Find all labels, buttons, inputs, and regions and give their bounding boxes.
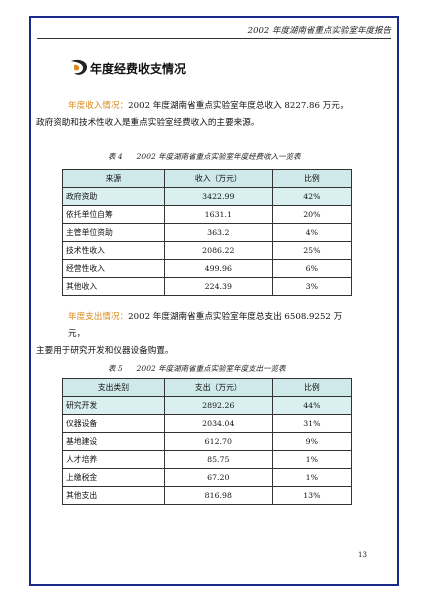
income-line-1: 2002 年度湖南省重点实验室年度总收入 8227.86 万元，: [128, 101, 349, 111]
table-cell: 技术性收入: [62, 241, 165, 260]
expense-lead: 年度支出情况：: [68, 312, 129, 322]
table-header-cell: 比例: [271, 169, 353, 188]
table-cell: 612.70: [163, 432, 273, 451]
table-cell: 13%: [271, 486, 353, 505]
table-cell: 816.98: [163, 486, 273, 505]
table-cell: 20%: [271, 205, 353, 224]
expense-table: 支出类别 支出（万元） 比例 研究开发 2892.26 44% 仪器设备 203…: [62, 378, 353, 505]
table-header-cell: 收入（万元）: [163, 169, 273, 188]
table-cell: 9%: [271, 432, 353, 451]
table-cell: 主管单位资助: [62, 223, 165, 242]
table-cell: 6%: [271, 259, 353, 278]
table-cell: 经营性收入: [62, 259, 165, 278]
table-row: 主管单位资助 363.2 4%: [62, 223, 353, 242]
table-row: 政府资助 3422.99 42%: [62, 187, 353, 206]
table-cell: 1%: [271, 468, 353, 487]
section-heading: 年度经费收支情况: [68, 58, 186, 78]
table-row: 其他收入 224.39 3%: [62, 277, 353, 296]
table-cell: 31%: [271, 414, 353, 433]
table-header-row: 来源 收入（万元） 比例: [62, 169, 353, 188]
table-row: 其他支出 816.98 13%: [62, 486, 353, 505]
page-number: 13: [358, 551, 367, 559]
table-cell: 3422.99: [163, 187, 273, 206]
table-cell: 上缴税金: [62, 468, 165, 487]
table5-caption: 表 5 2002 年度湖南省重点实验室年度支出一览表: [108, 363, 286, 374]
table-cell: 4%: [271, 223, 353, 242]
table4-caption-number: 表 4: [108, 152, 123, 161]
table-cell: 其他支出: [62, 486, 165, 505]
income-line-2: 政府资助和技术性收入是重点实验室经费收入的主要来源。: [36, 118, 260, 128]
table-cell: 依托单位自筹: [62, 205, 165, 224]
table-header-cell: 支出（万元）: [163, 378, 273, 397]
income-lead: 年度收入情况：: [68, 101, 129, 111]
table-header-cell: 来源: [62, 169, 165, 188]
table-row: 经营性收入 499.96 6%: [62, 259, 353, 278]
table-cell: 仪器设备: [62, 414, 165, 433]
section-title: 年度经费收支情况: [90, 61, 187, 76]
table-cell: 67.20: [163, 468, 273, 487]
expense-paragraph: 年度支出情况：2002 年度湖南省重点实验室年度总支出 6508.9252 万元…: [36, 309, 352, 360]
table4-caption: 表 4 2002 年度湖南省重点实验室年度经费收入一览表: [108, 151, 301, 162]
table-row: 基地建设 612.70 9%: [62, 432, 353, 451]
page-frame: 2002 年度湖南省重点实验室年度报告: [29, 16, 399, 586]
income-paragraph: 年度收入情况：2002 年度湖南省重点实验室年度总收入 8227.86 万元， …: [36, 98, 352, 132]
table-cell: 44%: [271, 396, 353, 415]
table-cell: 1%: [271, 450, 353, 469]
table-header-cell: 比例: [271, 378, 353, 397]
table-cell: 42%: [271, 187, 353, 206]
table-row: 研究开发 2892.26 44%: [62, 396, 353, 415]
table-header-row: 支出类别 支出（万元） 比例: [62, 378, 353, 397]
table-row: 人才培养 85.75 1%: [62, 450, 353, 469]
table-cell: 25%: [271, 241, 353, 260]
header-rule: [37, 38, 391, 39]
table4-caption-title: 2002 年度湖南省重点实验室年度经费收入一览表: [136, 152, 301, 161]
table-cell: 3%: [271, 277, 353, 296]
table-cell: 2086.22: [163, 241, 273, 260]
running-header: 2002 年度湖南省重点实验室年度报告: [247, 26, 391, 36]
table-cell: 85.75: [163, 450, 273, 469]
table-cell: 499.96: [163, 259, 273, 278]
expense-line-2: 主要用于研究开发和仪器设备购置。: [36, 346, 174, 356]
table5-caption-number: 表 5: [108, 364, 123, 373]
table-cell: 政府资助: [62, 187, 165, 206]
table-cell: 224.39: [163, 277, 273, 296]
table-cell: 363.2: [163, 223, 273, 242]
table-cell: 基地建设: [62, 432, 165, 451]
table5-caption-title: 2002 年度湖南省重点实验室年度支出一览表: [136, 364, 286, 373]
table-cell: 2034.04: [163, 414, 273, 433]
expense-line-1: 2002 年度湖南省重点实验室年度总支出 6508.9252 万元，: [68, 312, 343, 339]
table-row: 依托单位自筹 1631.1 20%: [62, 205, 353, 224]
table-row: 技术性收入 2086.22 25%: [62, 241, 353, 260]
swirl-emblem-icon: [71, 59, 88, 75]
table-cell: 其他收入: [62, 277, 165, 296]
table-cell: 1631.1: [163, 205, 273, 224]
table-cell: 2892.26: [163, 396, 273, 415]
table-header-cell: 支出类别: [62, 378, 165, 397]
table-row: 仪器设备 2034.04 31%: [62, 414, 353, 433]
table-cell: 人才培养: [62, 450, 165, 469]
table-cell: 研究开发: [62, 396, 165, 415]
income-table: 来源 收入（万元） 比例 政府资助 3422.99 42% 依托单位自筹 163…: [62, 169, 353, 296]
table-row: 上缴税金 67.20 1%: [62, 468, 353, 487]
